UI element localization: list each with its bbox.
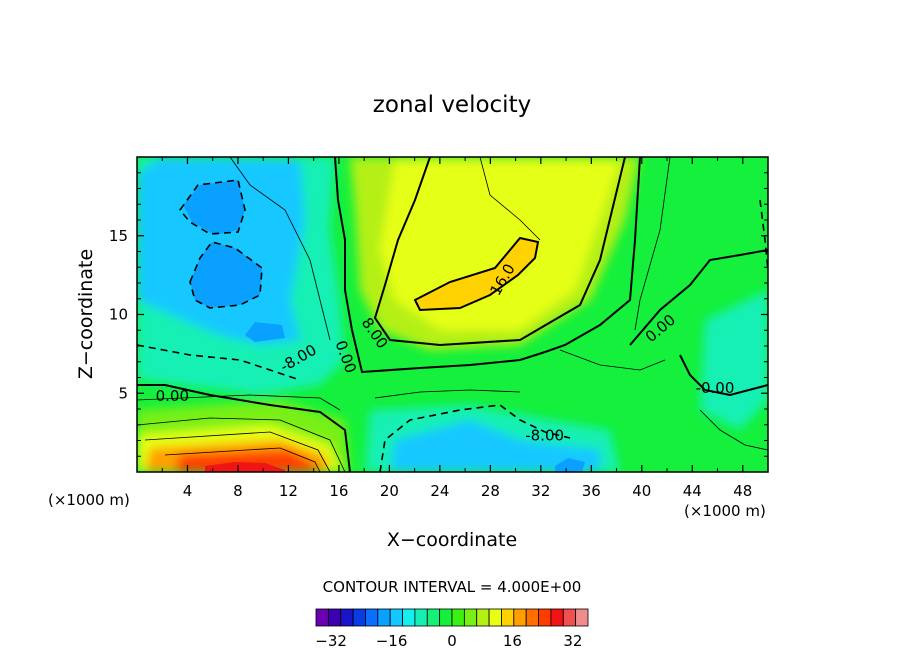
contour-line-zero-left <box>137 384 351 472</box>
x-tick-label: 32 <box>531 482 550 500</box>
colorbar-cell <box>451 608 465 627</box>
colorbar-cell <box>550 608 564 627</box>
x-tick-label: 36 <box>582 482 601 500</box>
x-tick-label: 48 <box>733 482 752 500</box>
contour-line-thin-h <box>559 349 666 371</box>
region-red-core <box>205 462 285 472</box>
contour-interval: CONTOUR INTERVAL = 4.000E+00 <box>323 578 582 596</box>
x-unit-left: (×1000 m) <box>48 491 130 509</box>
contour-line-sixteen <box>413 236 540 312</box>
chart-title: zonal velocity <box>373 92 531 118</box>
x-tick-label: 4 <box>183 482 193 500</box>
contour-line-eight-middle <box>373 157 626 347</box>
colorbar-tick-label: −32 <box>315 632 347 650</box>
region-blue-cell-3 <box>245 322 285 342</box>
contour-line-thin-b <box>137 394 341 411</box>
contour-line-zero-middle <box>334 157 641 374</box>
colorbar-cell <box>439 608 453 627</box>
x-tick-label: 40 <box>632 482 651 500</box>
x-tick-label: 20 <box>380 482 399 500</box>
y-tick-label: 10 <box>109 306 128 324</box>
colorbar-tick-label: 32 <box>563 632 582 650</box>
colorbar-cell <box>538 608 552 627</box>
y-axis: 5 10 15 <box>109 172 768 457</box>
contour-line-thin-f <box>479 157 541 241</box>
contour-line-thin-g <box>634 157 671 331</box>
contour-line-thin-j <box>699 409 768 451</box>
x-tick-label: 44 <box>683 482 702 500</box>
y-tick-label: 5 <box>118 384 128 402</box>
contour-line-neg-eight-cell <box>189 241 263 309</box>
colorbar-tick-label: −16 <box>376 632 408 650</box>
contour-line-zero-right <box>629 249 768 346</box>
x-tick-label: 24 <box>430 482 449 500</box>
contour-line-neg-eight-left <box>137 344 301 381</box>
colorbar-cell <box>488 608 502 627</box>
region-blue-bottom <box>555 458 585 472</box>
contour-line-neg-eight-upper <box>178 179 246 235</box>
region-blue-cell-1 <box>183 180 245 235</box>
colorbar-cell <box>365 608 379 627</box>
colorbar-cell <box>575 608 589 627</box>
y-axis-label: Z−coordinate <box>75 249 97 379</box>
contour-line-zero-far-right <box>679 354 768 397</box>
field-smoothed-regions <box>137 157 768 472</box>
colorbar-cell <box>525 608 539 627</box>
contour-line-thin-e <box>164 447 321 472</box>
colorbar-cell <box>513 608 527 627</box>
colorbar-cell <box>402 608 416 627</box>
x-tick-label: 8 <box>233 482 243 500</box>
colorbar-cell <box>327 608 342 627</box>
colorbar-cell <box>426 608 441 627</box>
contour-line-neg-eight-right <box>759 199 768 271</box>
region-right-cyan <box>700 290 768 430</box>
colorbar-cell <box>315 608 329 627</box>
contour-label: -8.00 <box>525 426 564 444</box>
contour-line-neg-eight-bottom <box>379 404 571 472</box>
colorbar-tick-label: 0 <box>447 632 457 650</box>
colorbar-cell <box>463 608 478 627</box>
contour-lines <box>137 157 768 472</box>
x-tick-label: 16 <box>329 482 348 500</box>
contour-field <box>137 157 768 472</box>
colorbar-cell <box>414 608 428 627</box>
contour-line-thin-a <box>229 157 331 341</box>
x-unit-right: (×1000 m) <box>684 502 766 520</box>
contour-line-thin-i <box>374 389 521 399</box>
x-axis-label: X−coordinate <box>387 529 517 551</box>
colorbar-cell <box>352 608 366 627</box>
colorbar-cell <box>562 608 577 627</box>
contour-label: -0.00 <box>696 379 735 397</box>
contour-line-thin-d <box>144 431 331 472</box>
colorbar-tick-label: 16 <box>503 632 522 650</box>
colorbar-cell <box>377 608 391 627</box>
y-tick-label: 15 <box>109 227 128 245</box>
contour-line-thin-c <box>137 417 346 472</box>
colorbar-cell <box>476 608 490 627</box>
colorbar: −32 −16 0 16 32 <box>315 608 589 650</box>
region-bottom-middle-blue <box>390 420 600 472</box>
x-tick-label: 12 <box>279 482 298 500</box>
colorbar-cell <box>389 608 403 627</box>
region-blue-cell-2 <box>190 242 262 308</box>
x-axis: 4 8 12 16 20 24 28 32 36 40 44 48 <box>161 157 752 500</box>
x-tick-label: 28 <box>481 482 500 500</box>
contour-label: 0.00 <box>156 387 189 405</box>
colorbar-cell <box>340 608 354 627</box>
colorbar-cell <box>501 608 515 627</box>
